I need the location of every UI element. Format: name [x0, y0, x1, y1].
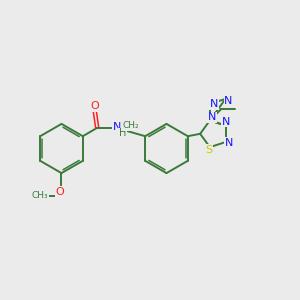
Text: CH₂: CH₂	[122, 121, 139, 130]
Text: CH₃: CH₃	[32, 191, 48, 200]
Text: N: N	[113, 122, 121, 132]
Text: N: N	[224, 96, 233, 106]
Text: O: O	[55, 187, 64, 197]
Text: O: O	[90, 101, 99, 111]
Text: S: S	[205, 145, 212, 154]
Text: N: N	[208, 112, 217, 122]
Text: H: H	[119, 128, 126, 138]
Text: N: N	[222, 117, 230, 127]
Text: N: N	[225, 138, 233, 148]
Text: N: N	[210, 99, 219, 109]
